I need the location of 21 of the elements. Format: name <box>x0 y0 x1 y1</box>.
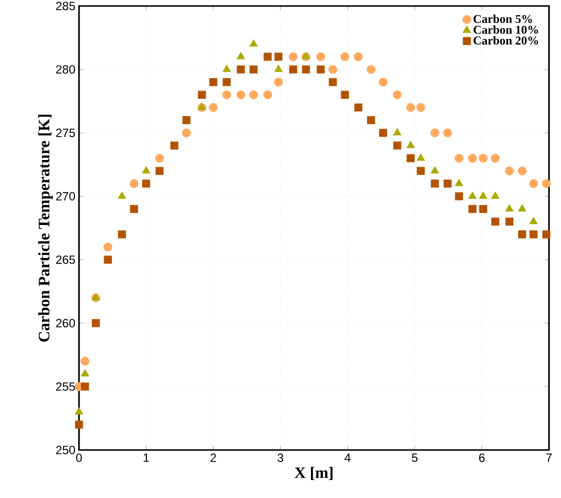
y-tick-label: 255 <box>56 382 75 391</box>
legend-label: Carbon 20% <box>474 36 538 45</box>
x-tick-label: 6 <box>479 454 485 462</box>
x-axis-title: X [m] <box>294 466 332 480</box>
x-tick-label: 1 <box>144 454 149 462</box>
x-tick-label: 2 <box>210 454 216 462</box>
x-tick-label: 4 <box>344 454 351 462</box>
y-tick-label: 260 <box>56 318 76 328</box>
y-axis-title: Carbon Particle Temperature [K] <box>38 114 53 342</box>
legend-label: Carbon 5% <box>474 14 532 24</box>
y-tick-label: 265 <box>56 255 75 264</box>
y-tick-label: 275 <box>56 128 75 138</box>
legend-label: Carbon 10% <box>474 25 538 34</box>
x-tick-label: 3 <box>278 454 284 462</box>
x-tick-label: 7 <box>546 454 552 462</box>
y-tick-label: 270 <box>56 192 76 201</box>
y-tick-label: 285 <box>56 2 75 10</box>
x-tick-label: 0 <box>76 454 82 462</box>
y-tick-label: 280 <box>56 65 76 74</box>
y-tick-label: 250 <box>56 446 76 454</box>
x-tick-label: 5 <box>412 454 418 462</box>
